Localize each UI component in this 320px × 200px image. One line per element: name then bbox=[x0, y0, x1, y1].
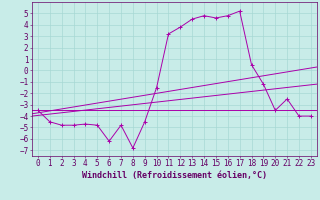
X-axis label: Windchill (Refroidissement éolien,°C): Windchill (Refroidissement éolien,°C) bbox=[82, 171, 267, 180]
